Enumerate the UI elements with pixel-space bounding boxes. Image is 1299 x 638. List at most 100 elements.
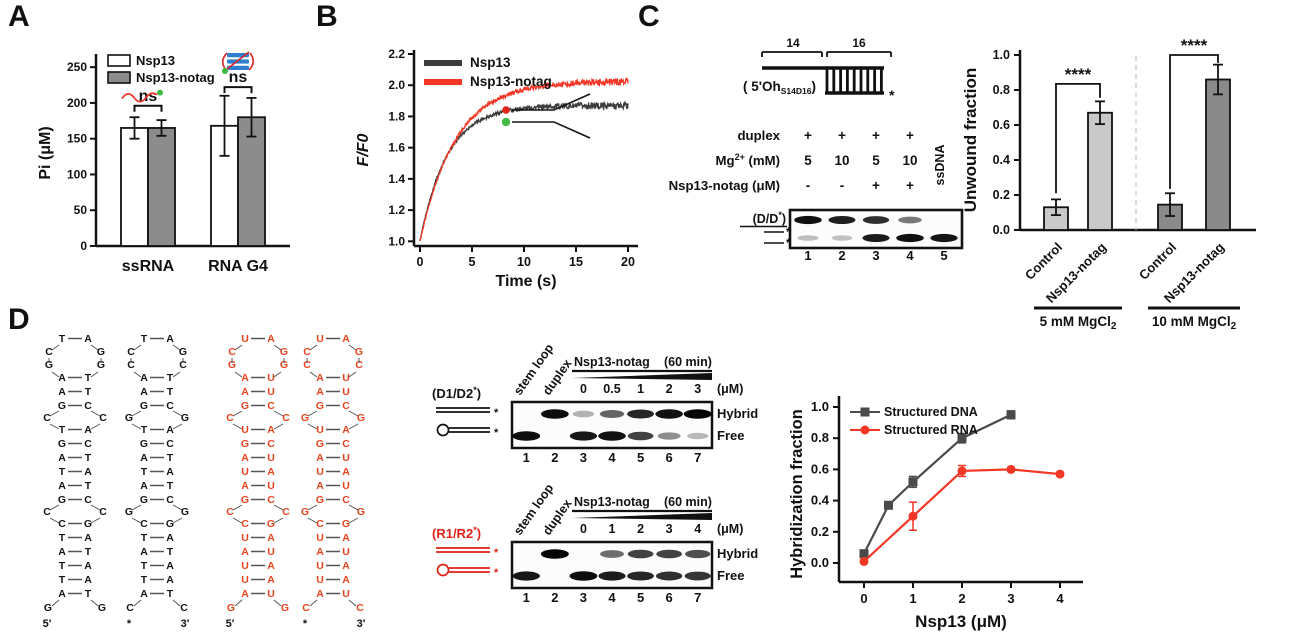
group-label: 10 mM MgCl2: [1152, 314, 1237, 332]
gel-band: [683, 409, 712, 419]
nt: G: [140, 494, 148, 506]
nt: C: [99, 506, 107, 518]
condition-value: +: [872, 178, 880, 193]
backbone: [49, 423, 60, 430]
substrate-pair-label: (R1/R2*): [432, 525, 481, 541]
hybridization-chart: 0.0 0.2 0.4 0.6 0.8 1.0 0 1 2 3 4 Hybridization fra…: [788, 396, 1083, 631]
nt: C: [356, 602, 364, 614]
nt: U: [267, 546, 275, 558]
lane-number: 4: [608, 450, 616, 465]
condition-value: +: [804, 128, 812, 143]
panel-a-label: A: [8, 0, 30, 33]
concentration-wedge: [572, 513, 712, 520]
lane-number: 1: [523, 590, 530, 605]
y-tick-label: 100: [67, 167, 87, 181]
red-dot: [502, 106, 510, 114]
nt: T: [141, 532, 148, 544]
sig-bracket: [1169, 54, 1219, 189]
nt: A: [58, 386, 66, 398]
y-tick-label: 1.0: [811, 399, 829, 414]
nt: A: [140, 372, 148, 384]
condition-value: 10: [902, 153, 917, 168]
nt: G: [45, 359, 53, 371]
nt: G: [316, 438, 324, 450]
stemloop-structures: T AC GG GA TA TG CC CT AG CA TT AA TG CC CC GT AA TT AT AA T…: [43, 333, 366, 630]
enzyme-header: Nsp13-notag: [574, 355, 650, 369]
y-tick-label: 0.8: [993, 83, 1010, 97]
condition-value: -: [840, 178, 845, 193]
nt: T: [85, 546, 92, 558]
condition-value: +: [838, 128, 846, 143]
lane-number: 7: [694, 450, 701, 465]
gel-band: [862, 233, 890, 243]
backbone: [90, 423, 101, 430]
band-star: *: [786, 225, 791, 239]
x-tick-label: 20: [621, 255, 635, 269]
end-label: *: [127, 618, 132, 630]
gel-band: [685, 549, 711, 559]
nt: A: [84, 333, 92, 345]
nt: C: [126, 602, 134, 614]
concentration-label: 1: [637, 382, 644, 396]
y-tick-label: 1.2: [388, 203, 405, 217]
nt: C: [127, 346, 135, 358]
lane-number: 3: [872, 248, 879, 263]
rna-g4-icon: [221, 51, 255, 74]
ssrna-icon: [121, 89, 163, 103]
gel-band: [797, 235, 819, 241]
legend-swatch: [107, 71, 131, 84]
nt: U: [316, 466, 324, 478]
gel-band: [627, 571, 654, 581]
nt: A: [267, 560, 275, 572]
end-label: 5': [43, 618, 52, 630]
concentration-label: 3: [694, 382, 701, 396]
gel-band: [540, 409, 569, 419]
row-label: duplex: [738, 128, 781, 143]
nt: T: [59, 574, 66, 586]
backbone: [307, 517, 318, 524]
condition-value: +: [906, 178, 914, 193]
end-label: 3': [357, 618, 366, 630]
nt: C: [179, 359, 187, 371]
nt: G: [355, 346, 363, 358]
nt: U: [316, 333, 324, 345]
nt: C: [226, 506, 234, 518]
backbone: [273, 410, 284, 417]
nt: A: [166, 424, 174, 436]
nt: G: [241, 438, 249, 450]
y-axis-label: F/F0: [355, 133, 372, 166]
y-axis-label: Pi (μM): [37, 126, 54, 179]
nt: A: [316, 588, 324, 600]
legend-swatch: [107, 54, 131, 67]
nt: A: [267, 574, 275, 586]
backbone: [307, 504, 318, 511]
nt: C: [282, 412, 290, 424]
backbone: [51, 344, 60, 351]
nt: G: [58, 494, 66, 506]
backbone: [90, 410, 101, 417]
backbone: [309, 599, 318, 607]
nt: C: [84, 494, 92, 506]
bar-Nsp13-notag: [237, 116, 266, 247]
lane-number: 4: [906, 248, 914, 263]
nt: T: [85, 480, 92, 492]
concentration-label: 0: [580, 382, 587, 396]
nt: C: [355, 359, 363, 371]
nt: C: [342, 438, 350, 450]
nt: G: [241, 494, 249, 506]
gel-band: [657, 432, 681, 440]
x-tick-label: 0: [860, 591, 867, 606]
nt: A: [316, 452, 324, 464]
backbone: [348, 423, 359, 430]
backbone: [172, 504, 183, 511]
marker-square: [1006, 410, 1016, 420]
free-row-label: Free: [717, 568, 744, 583]
band-star: *: [786, 236, 791, 250]
nt: G: [97, 346, 105, 358]
duplex-band-label: (D/D*): [753, 210, 786, 226]
marker-square: [908, 477, 918, 487]
lane-number: 1: [804, 248, 811, 263]
nt: A: [140, 386, 148, 398]
enzyme-header: Nsp13-notag: [574, 495, 650, 509]
